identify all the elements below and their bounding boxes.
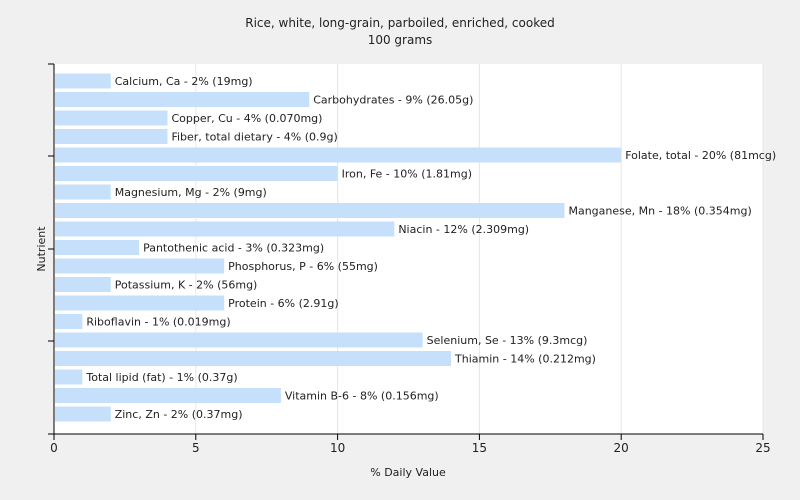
- x-axis-label: % Daily Value: [370, 466, 446, 479]
- bar-label: Phosphorus, P - 6% (55mg): [228, 260, 378, 273]
- x-tick-label: 15: [472, 441, 487, 455]
- bar: [55, 388, 281, 403]
- bar-label: Vitamin B-6 - 8% (0.156mg): [285, 390, 439, 403]
- bar-label: Folate, total - 20% (81mcg): [625, 149, 776, 162]
- bar-label: Niacin - 12% (2.309mg): [398, 223, 529, 236]
- bar: [55, 406, 111, 422]
- bar: [55, 351, 452, 366]
- chart-subtitle: 100 grams: [368, 33, 433, 47]
- bar: [55, 240, 140, 255]
- bar: [55, 314, 83, 329]
- bar: [55, 184, 111, 200]
- bar: [55, 203, 565, 218]
- x-tick-label: 20: [614, 441, 629, 455]
- bar: [55, 129, 168, 144]
- bar: [55, 147, 622, 163]
- bar-label: Iron, Fe - 10% (1.81mg): [342, 168, 472, 181]
- bar: [55, 295, 225, 311]
- bar-label: Riboflavin - 1% (0.019mg): [86, 316, 230, 329]
- plot-area: [54, 64, 763, 434]
- gridlines: [195, 64, 764, 434]
- bar-label: Protein - 6% (2.91g): [228, 297, 339, 310]
- bar-label: Total lipid (fat) - 1% (0.37g): [85, 371, 237, 384]
- bar-label: Fiber, total dietary - 4% (0.9g): [171, 131, 337, 144]
- bar-label: Zinc, Zn - 2% (0.37mg): [115, 408, 243, 421]
- bar: [55, 258, 225, 274]
- bar: [55, 277, 111, 292]
- bar: [55, 73, 111, 89]
- y-axis-label: Nutrient: [35, 226, 48, 272]
- bar: [55, 332, 423, 348]
- bar: [55, 166, 338, 181]
- bar-label: Selenium, Se - 13% (9.3mcg): [427, 334, 588, 347]
- x-tick-label: 5: [192, 441, 200, 455]
- bar: [55, 110, 168, 126]
- axes: 0 5 10 15 20 25: [48, 63, 771, 455]
- x-tick-label: 25: [755, 441, 770, 455]
- x-tick-label: 10: [330, 441, 345, 455]
- chart-title: Rice, white, long-grain, parboiled, enri…: [245, 16, 555, 30]
- bar-label: Magnesium, Mg - 2% (9mg): [115, 186, 267, 199]
- x-tick-label: 0: [50, 441, 58, 455]
- bar: [55, 92, 310, 107]
- bar-label: Manganese, Mn - 18% (0.354mg): [568, 205, 751, 218]
- bar-label: Pantothenic acid - 3% (0.323mg): [143, 242, 324, 255]
- bar-label: Potassium, K - 2% (56mg): [115, 279, 258, 292]
- bar-label: Copper, Cu - 4% (0.070mg): [171, 112, 322, 125]
- bar-group: Calcium, Ca - 2% (19mg) Carbohydrates - 9…: [55, 73, 776, 422]
- bar-label: Carbohydrates - 9% (26.05g): [313, 94, 473, 107]
- bar: [55, 221, 395, 237]
- bar: [55, 369, 83, 385]
- bar-label: Thiamin - 14% (0.212mg): [454, 353, 596, 366]
- bar-label: Calcium, Ca - 2% (19mg): [115, 75, 253, 88]
